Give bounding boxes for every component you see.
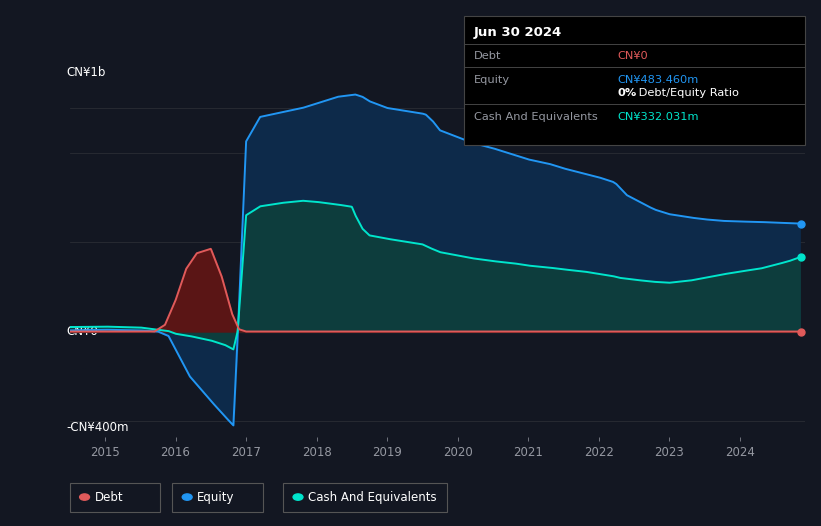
Text: Cash And Equivalents: Cash And Equivalents	[308, 491, 437, 503]
Text: Debt: Debt	[474, 52, 501, 62]
Text: Jun 30 2024: Jun 30 2024	[474, 26, 562, 39]
Text: CN¥332.031m: CN¥332.031m	[617, 112, 699, 122]
Text: -CN¥400m: -CN¥400m	[67, 421, 129, 434]
Text: CN¥0: CN¥0	[617, 52, 648, 62]
Text: 0%: 0%	[617, 88, 636, 98]
Text: Equity: Equity	[197, 491, 235, 503]
Text: Debt: Debt	[94, 491, 123, 503]
Text: CN¥483.460m: CN¥483.460m	[617, 75, 699, 85]
Text: CN¥1b: CN¥1b	[67, 66, 105, 79]
Text: Cash And Equivalents: Cash And Equivalents	[474, 112, 598, 122]
Text: CN¥0: CN¥0	[67, 325, 98, 338]
Text: Equity: Equity	[474, 75, 510, 85]
Text: Debt/Equity Ratio: Debt/Equity Ratio	[635, 88, 740, 98]
